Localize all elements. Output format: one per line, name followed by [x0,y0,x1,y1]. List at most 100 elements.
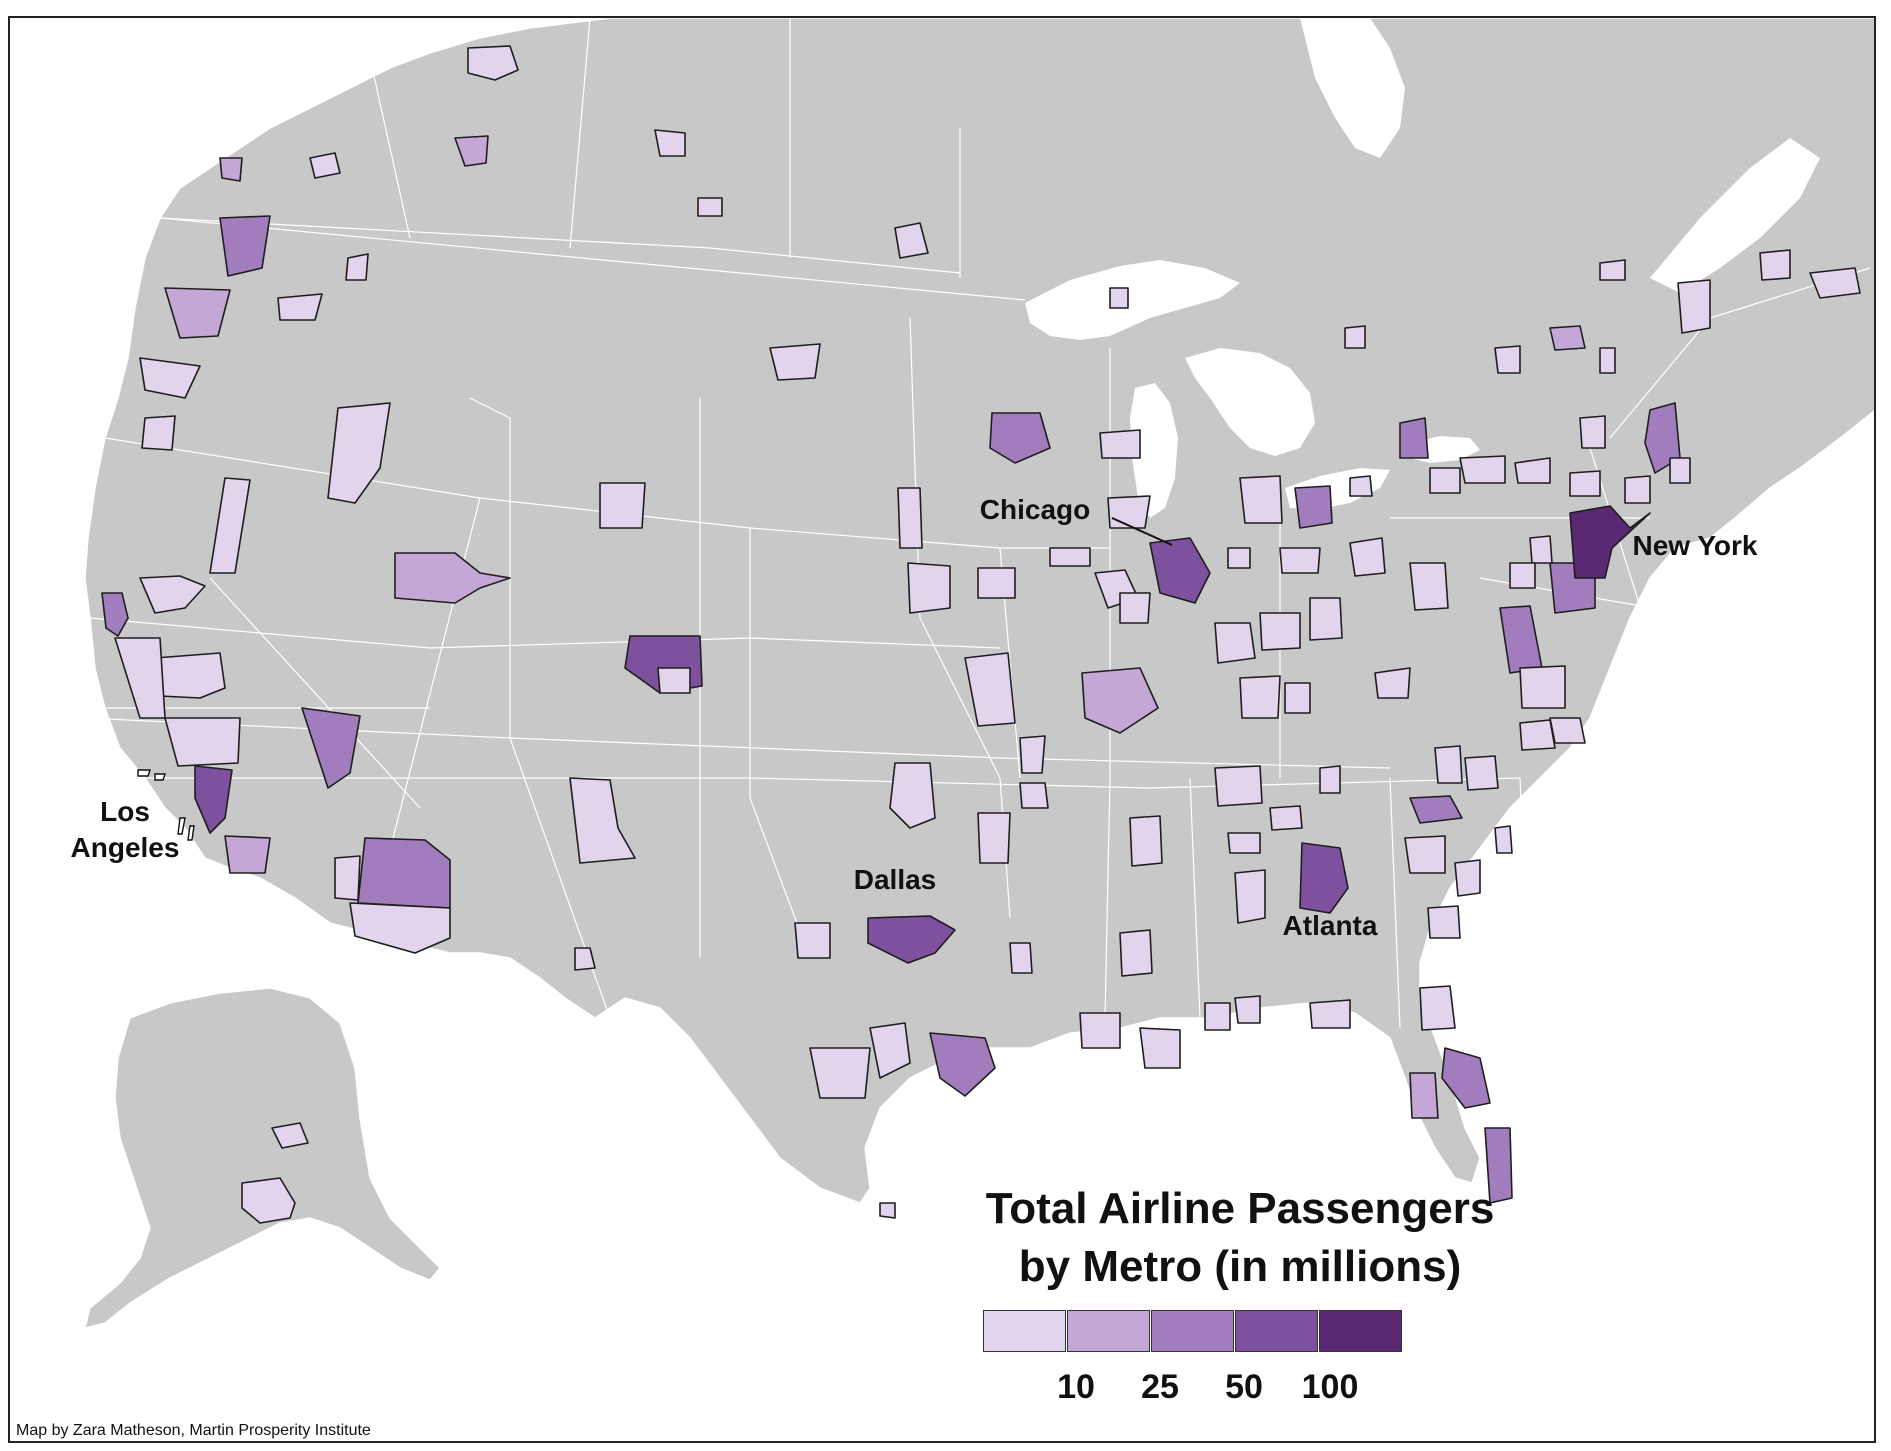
metro-syracuse [1514,457,1551,484]
metro-toronto [1399,417,1429,459]
metro-pensacola [1234,995,1261,1024]
metro-kelowna [309,152,341,179]
metro-moncton [1759,249,1791,281]
metro-austin [869,1022,911,1079]
label-new-york: New York [1632,530,1758,561]
metro-sioux-falls [897,487,923,549]
legend-tick-10: 10 [1057,1368,1095,1406]
lake-superior [1025,260,1240,340]
metro-regina [697,197,723,217]
metro-boston [1644,402,1681,474]
metro-rochester-ny [1459,455,1506,484]
metro-wilmington [1494,825,1513,854]
metro-casper [599,482,646,529]
metro-fairbanks [271,1122,309,1149]
legend-title-line2: by Metro (in millions) [1018,1242,1462,1291]
metro-madison [1107,495,1151,529]
map-canvas [10,18,1874,1329]
metro-richmond [1519,719,1556,751]
metro-rochester-mn [1099,429,1141,459]
metro-champaign [1119,592,1151,624]
metro-los-angeles [194,765,233,834]
metro-seattle [219,215,271,277]
label-los-angeles: Los Angeles [70,796,180,863]
metro-tallahassee [1309,999,1351,1029]
metro-detroit [1294,485,1333,529]
metro-phoenix [357,837,451,909]
metro-cincinnati [1239,675,1281,719]
metro-london-on [1349,475,1373,497]
metro-memphis [1129,815,1163,867]
metro-tulsa [977,812,1011,864]
metro-baton-rouge [1079,1012,1121,1049]
metro-nashville [1214,765,1263,807]
metro-greensboro [1434,745,1463,784]
metro-dallas [867,915,956,964]
metro-albany [1579,415,1606,449]
metro-sudbury [1344,325,1366,349]
metro-edmonton [467,45,519,81]
metro-reno [209,477,251,574]
metro-st-louis [1081,667,1159,734]
metro-bakersfield [164,717,241,767]
label-atlanta: Atlanta [1282,910,1378,941]
metro-sacramento [139,575,206,614]
metro-great-falls [327,402,391,504]
metro-toledo [1279,547,1321,574]
metro-fresno [154,652,226,699]
gulf-st-lawrence [1650,138,1820,293]
metro-boise [277,293,323,321]
metro-jacksonville [1419,985,1456,1031]
metro-ottawa [1494,345,1521,374]
metro-raleigh [1464,755,1499,791]
metro-baltimore [1519,665,1566,709]
metro-shreveport [1009,942,1033,974]
metro-little-rock [1019,782,1049,809]
metro-charlotte [1409,795,1463,824]
metro-thunder-bay [1109,287,1129,309]
metro-columbus [1309,597,1343,641]
metro-billings [769,343,821,381]
map-frame: Los Angeles Chicago New York Dallas Atla… [8,16,1876,1443]
legend-title-line1: Total Airline Passengers [985,1184,1495,1233]
legend-swatch-4 [1319,1310,1402,1352]
metro-eugene [139,357,201,399]
metro-birmingham [1227,832,1261,854]
metro-saskatoon [654,129,686,157]
metro-spokane [345,253,369,281]
metro-knoxville [1319,765,1341,794]
metro-tampa [1409,1072,1439,1119]
metro-providence [1669,457,1691,484]
metro-medford [141,415,176,451]
metro-portland [164,287,231,339]
map-credit: Map by Zara Matheson, Martin Prosperity … [16,1422,371,1439]
metro-portland-me [1677,279,1711,334]
metro-jackson-ms [1119,929,1153,977]
metro-salt-lake-city [394,552,511,604]
legend-swatches [983,1310,1403,1352]
metro-montgomery [1234,869,1266,924]
metro-minneapolis [989,412,1051,464]
metro-oklahoma-city [889,762,936,829]
metro-quebec [1599,259,1626,281]
hudson-bay [1300,18,1405,158]
metro-atlanta [1299,842,1349,914]
metro-halifax [1809,267,1861,299]
metro-charleston-wv [1374,667,1411,699]
metro-allentown [1529,535,1553,564]
metro-areas [101,45,1861,1224]
metro-el-paso [574,947,596,971]
label-chicago: Chicago [979,494,1091,525]
metro-des-moines [977,567,1016,599]
metro-harrisburg [1509,562,1536,589]
metro-grand-rapids [1239,475,1283,524]
chicago-leader-line [1111,517,1173,546]
metro-mobile [1204,1002,1231,1031]
label-dallas: Dallas [853,864,937,895]
metro-anchorage [241,1177,296,1224]
metro-chicago [1149,537,1211,604]
metro-charleston-sc [1454,859,1481,897]
metro-indianapolis [1214,622,1256,664]
metro-las-vegas [301,707,361,789]
metro-orlando [1441,1047,1491,1109]
